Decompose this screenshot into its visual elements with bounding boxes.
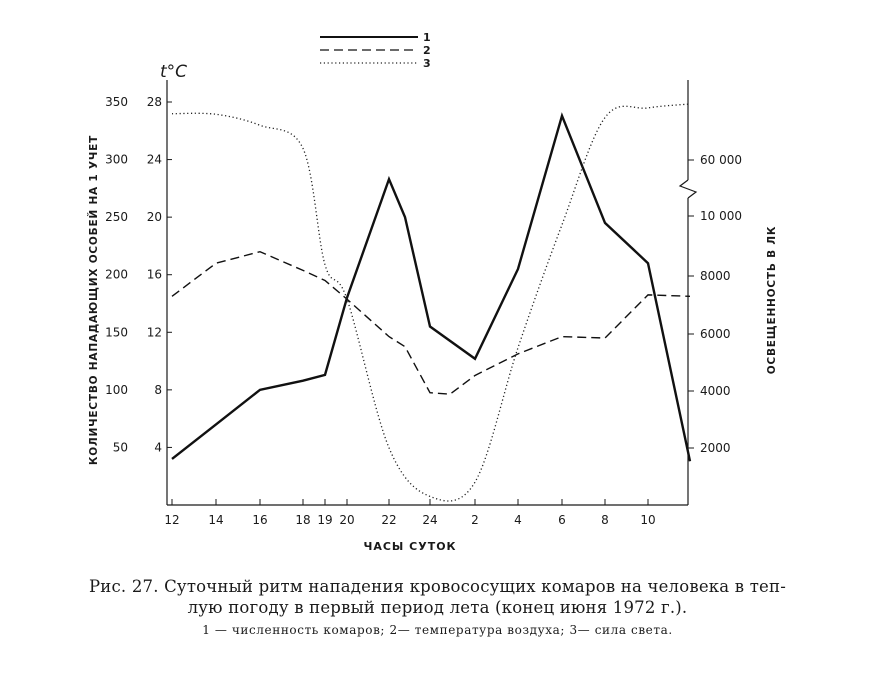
x-ticks: 12 14 16 18 19 20 22 24 2 4 6 8 10: [164, 499, 656, 527]
series-3-line: [171, 103, 691, 502]
chart: t°C КОЛИЧЕСТВО НАПАДАЮЩИХ ОСОБЕЙ НА 1 УЧ…: [87, 31, 778, 553]
right-axis-break: [678, 179, 698, 199]
x-tick-label: 22: [381, 513, 396, 527]
x-tick-label: 10: [640, 513, 655, 527]
y-left-inner-tick-label: 12: [147, 325, 162, 339]
x-tick-label: 12: [164, 513, 179, 527]
y-left-outer-tick-label: 300: [105, 153, 128, 167]
x-tick-label: 24: [422, 513, 437, 527]
series-1-line: [171, 112, 692, 462]
y-left-inner-tick-label: 28: [147, 95, 162, 109]
y-left-outer-title: КОЛИЧЕСТВО НАПАДАЮЩИХ ОСОБЕЙ НА 1 УЧЕТ: [87, 135, 100, 465]
series-2-line: [171, 250, 691, 395]
y-left-outer-tick-label: 100: [105, 383, 128, 397]
y-left-outer-tick-label: 50: [113, 440, 128, 454]
chart-axes: [166, 80, 698, 506]
legend-label-1: 1: [423, 31, 431, 44]
y-right-tick-label: 6000: [700, 327, 731, 341]
caption-line-1: Рис. 27. Суточный ритм нападения кровосо…: [88, 577, 786, 596]
y-right-tick-label: 60 000: [700, 153, 742, 167]
y-left-inner-tick-label: 16: [147, 268, 162, 282]
y-right-tick-label: 10 000: [700, 209, 742, 223]
series-group: [171, 103, 692, 502]
y-left-inner-tick-label: 4: [154, 440, 162, 454]
x-tick-label: 19: [317, 513, 332, 527]
caption-line-2: лую погоду в первый период лета (конец и…: [187, 598, 688, 617]
y-left-outer-tick-label: 250: [105, 210, 128, 224]
y-left-outer-ticks: 350 300 250 200 150 100 50: [105, 95, 128, 454]
y-left-inner-tick-label: 20: [147, 210, 162, 224]
legend-label-2: 2: [423, 44, 431, 57]
x-tick-label: 16: [252, 513, 267, 527]
y-left-inner-tick-label: 8: [154, 383, 162, 397]
x-tick-label: 8: [601, 513, 609, 527]
x-tick-label: 4: [514, 513, 522, 527]
x-tick-label: 2: [471, 513, 479, 527]
x-tick-label: 20: [339, 513, 354, 527]
x-tick-label: 18: [295, 513, 310, 527]
x-axis-title: ЧАСЫ СУТОК: [363, 540, 456, 553]
y-left-inner-ticks: 28 24 20 16 12 8 4: [147, 95, 172, 454]
y-right-title: ОСВЕЩЕННОСТЬ В ЛК: [766, 226, 778, 375]
y-right-tick-label: 4000: [700, 384, 731, 398]
legend: 123: [320, 31, 431, 70]
y-right-tick-label: 8000: [700, 269, 731, 283]
y-right-tick-label: 2000: [700, 441, 731, 455]
y-left-outer-tick-label: 200: [105, 268, 128, 282]
y-right-ticks: 60 000 10 000 8000 6000 4000 2000: [688, 153, 742, 455]
y-left-inner-unit: t°C: [160, 62, 187, 82]
y-left-inner-tick-label: 24: [147, 153, 162, 167]
legend-label-3: 3: [423, 57, 431, 70]
y-left-outer-tick-label: 150: [105, 325, 128, 339]
figure-caption: Рис. 27. Суточный ритм нападения кровосо…: [0, 576, 875, 618]
y-left-outer-tick-label: 350: [105, 95, 128, 109]
caption-legend: 1 — численность комаров; 2— температура …: [202, 623, 673, 637]
x-tick-label: 6: [558, 513, 566, 527]
x-tick-label: 14: [208, 513, 223, 527]
